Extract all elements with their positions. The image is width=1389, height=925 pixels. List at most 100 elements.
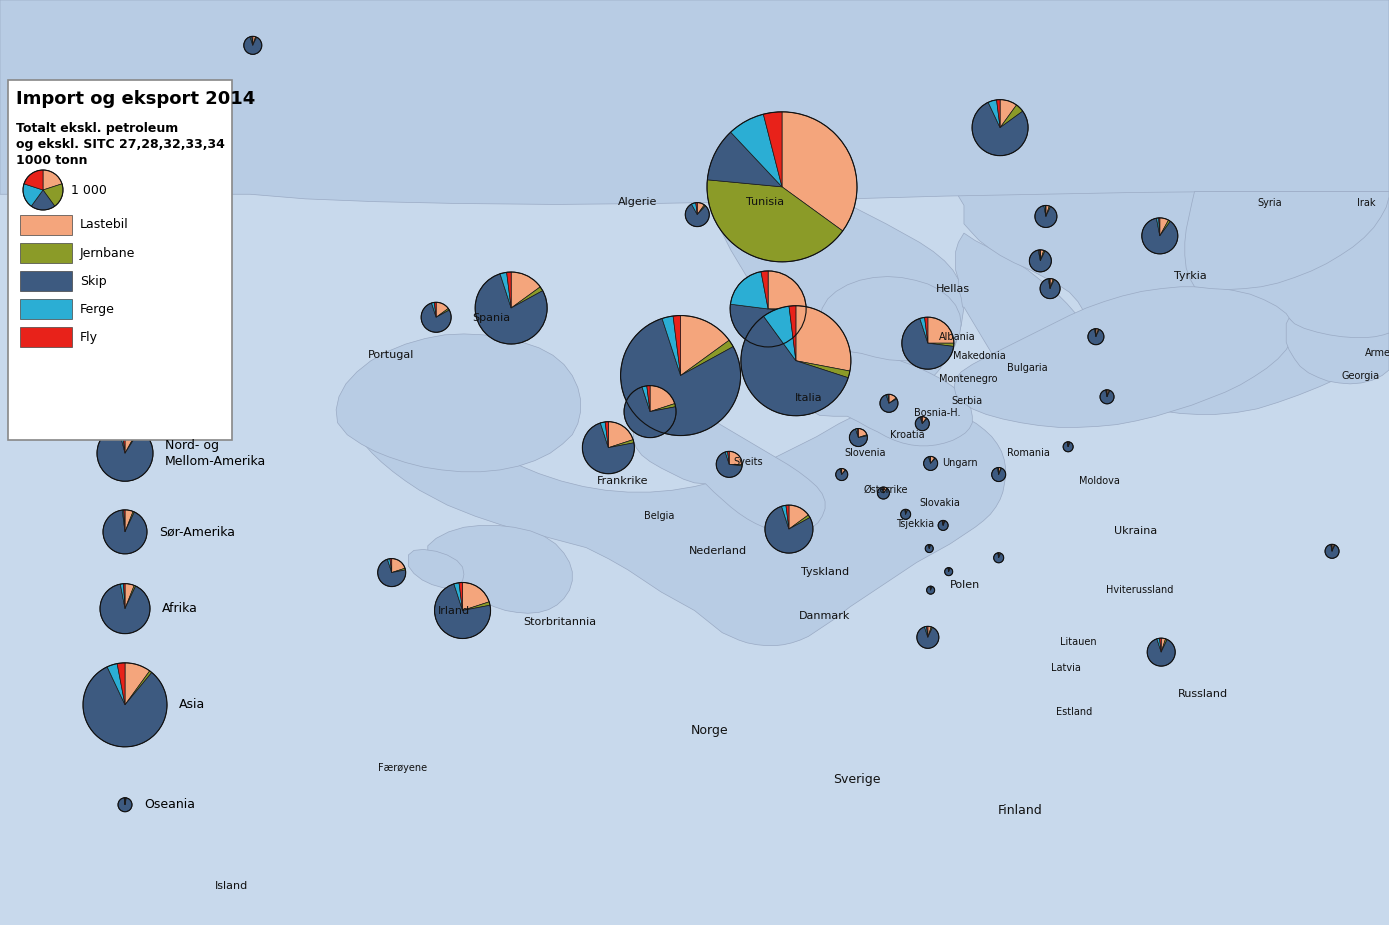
Wedge shape — [253, 37, 257, 45]
Polygon shape — [954, 287, 1295, 427]
Wedge shape — [118, 426, 125, 453]
Wedge shape — [681, 340, 733, 376]
Wedge shape — [925, 545, 933, 552]
Wedge shape — [24, 170, 43, 190]
Wedge shape — [511, 287, 543, 308]
Wedge shape — [728, 451, 729, 464]
Text: Mellom-Amerika: Mellom-Amerika — [165, 455, 267, 468]
Text: Frankrike: Frankrike — [597, 476, 649, 486]
Text: Armen: Armen — [1365, 349, 1389, 358]
Wedge shape — [696, 203, 697, 215]
Wedge shape — [789, 505, 808, 529]
Polygon shape — [408, 549, 464, 587]
Wedge shape — [392, 559, 406, 573]
Wedge shape — [253, 36, 256, 45]
Wedge shape — [842, 470, 846, 475]
Polygon shape — [181, 7, 326, 46]
Text: Oseania: Oseania — [144, 798, 194, 811]
Wedge shape — [600, 422, 608, 448]
Text: Montenegro: Montenegro — [939, 375, 997, 384]
Wedge shape — [1096, 329, 1099, 337]
Text: Import og eksport 2014: Import og eksport 2014 — [17, 90, 256, 108]
Wedge shape — [650, 403, 675, 412]
Wedge shape — [463, 602, 490, 611]
Bar — [19, 299, 72, 319]
Wedge shape — [707, 179, 843, 262]
Wedge shape — [606, 422, 608, 448]
Text: Moldova: Moldova — [1079, 476, 1120, 486]
Wedge shape — [906, 510, 908, 514]
Wedge shape — [650, 386, 675, 412]
Wedge shape — [435, 584, 490, 638]
Wedge shape — [915, 417, 929, 431]
Text: 1000 tonn: 1000 tonn — [17, 154, 88, 167]
Text: og ekskl. SITC 27,28,32,33,34: og ekskl. SITC 27,28,32,33,34 — [17, 138, 225, 151]
Wedge shape — [125, 428, 140, 453]
Wedge shape — [1160, 220, 1171, 236]
Wedge shape — [107, 663, 125, 705]
Text: Serbia: Serbia — [951, 397, 982, 406]
Text: Tunisia: Tunisia — [746, 197, 783, 206]
Wedge shape — [881, 395, 897, 413]
Text: Fly: Fly — [81, 330, 99, 343]
Text: Makedonia: Makedonia — [953, 352, 1006, 361]
Wedge shape — [926, 586, 935, 594]
Text: Slovakia: Slovakia — [920, 499, 960, 508]
Wedge shape — [729, 451, 742, 464]
Wedge shape — [996, 100, 1000, 128]
Wedge shape — [920, 317, 928, 343]
Text: Sveits: Sveits — [733, 457, 763, 466]
Wedge shape — [999, 468, 1001, 475]
Wedge shape — [725, 451, 729, 464]
Wedge shape — [922, 418, 926, 424]
Wedge shape — [103, 510, 147, 554]
Text: Finland: Finland — [997, 804, 1042, 817]
Wedge shape — [917, 627, 939, 648]
Wedge shape — [717, 452, 742, 477]
Wedge shape — [858, 435, 867, 438]
Text: Norge: Norge — [690, 724, 728, 737]
Wedge shape — [97, 426, 153, 481]
Text: Sverige: Sverige — [833, 773, 881, 786]
Wedge shape — [1045, 205, 1046, 216]
Wedge shape — [244, 37, 261, 55]
Wedge shape — [1063, 442, 1074, 451]
Polygon shape — [385, 130, 407, 141]
Text: Latvia: Latvia — [1051, 663, 1082, 672]
Polygon shape — [0, 0, 1389, 204]
Text: Estland: Estland — [1056, 708, 1092, 717]
Text: Bulgaria: Bulgaria — [1007, 364, 1047, 373]
Wedge shape — [1040, 278, 1060, 299]
Wedge shape — [1095, 328, 1096, 337]
Wedge shape — [500, 272, 511, 308]
Text: 1 000: 1 000 — [71, 183, 107, 196]
Wedge shape — [125, 586, 136, 609]
Wedge shape — [1142, 218, 1178, 253]
Text: Lastebil: Lastebil — [81, 218, 129, 231]
Text: Italia: Italia — [795, 393, 822, 402]
Wedge shape — [1040, 250, 1043, 261]
Wedge shape — [786, 505, 789, 529]
Wedge shape — [999, 467, 1001, 475]
Text: Ukraina: Ukraina — [1114, 526, 1157, 536]
Text: Ferge: Ferge — [81, 302, 115, 315]
Wedge shape — [1029, 250, 1051, 272]
Wedge shape — [789, 306, 796, 361]
Wedge shape — [931, 586, 932, 590]
Wedge shape — [454, 583, 463, 610]
Bar — [19, 271, 72, 291]
Wedge shape — [924, 457, 938, 471]
Text: Nederland: Nederland — [689, 547, 747, 556]
Text: Færøyene: Færøyene — [378, 763, 426, 772]
Wedge shape — [1160, 638, 1161, 652]
Wedge shape — [1000, 105, 1022, 128]
Wedge shape — [436, 302, 449, 317]
Wedge shape — [1049, 278, 1050, 289]
Wedge shape — [764, 306, 796, 361]
Text: Portugal: Portugal — [368, 351, 414, 360]
Wedge shape — [663, 316, 681, 376]
Wedge shape — [782, 505, 789, 529]
Wedge shape — [392, 568, 406, 573]
Wedge shape — [1040, 251, 1045, 261]
Wedge shape — [697, 203, 704, 215]
